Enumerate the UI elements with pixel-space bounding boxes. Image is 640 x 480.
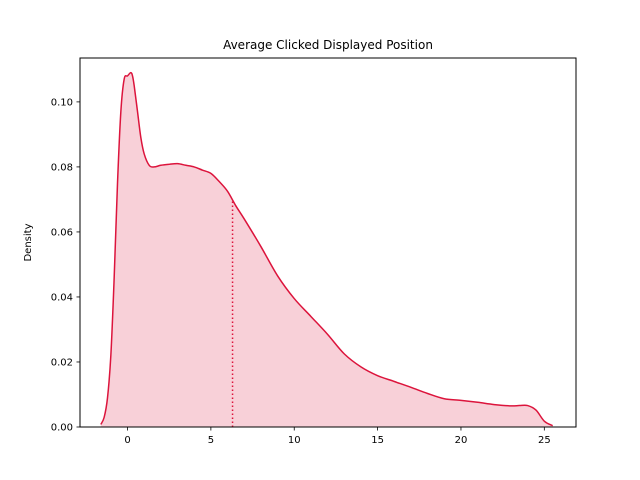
y-tick-label: 0.06 — [51, 227, 73, 238]
x-tick-label: 15 — [371, 435, 384, 446]
plot-layer — [100, 71, 554, 427]
x-tick-label: 0 — [124, 435, 130, 446]
y-tick-label: 0.10 — [51, 97, 73, 108]
y-tick-label: 0.00 — [51, 423, 73, 434]
y-axis-label: Density — [23, 223, 34, 261]
y-tick-label: 0.08 — [51, 162, 73, 173]
chart-title: Average Clicked Displayed Position — [223, 38, 433, 52]
x-tick-label: 10 — [288, 435, 301, 446]
x-axis: 0 5 10 15 20 25 — [124, 427, 551, 446]
x-tick-label: 5 — [208, 435, 214, 446]
density-area — [100, 72, 553, 427]
density-line — [100, 71, 554, 427]
y-axis: 0.00 0.02 0.04 0.06 0.08 0.10 — [51, 97, 80, 434]
x-tick-label: 20 — [455, 435, 468, 446]
x-tick-label: 25 — [538, 435, 551, 446]
y-tick-label: 0.04 — [51, 292, 73, 303]
y-tick-label: 0.02 — [51, 357, 73, 368]
plot-frame — [79, 57, 577, 428]
